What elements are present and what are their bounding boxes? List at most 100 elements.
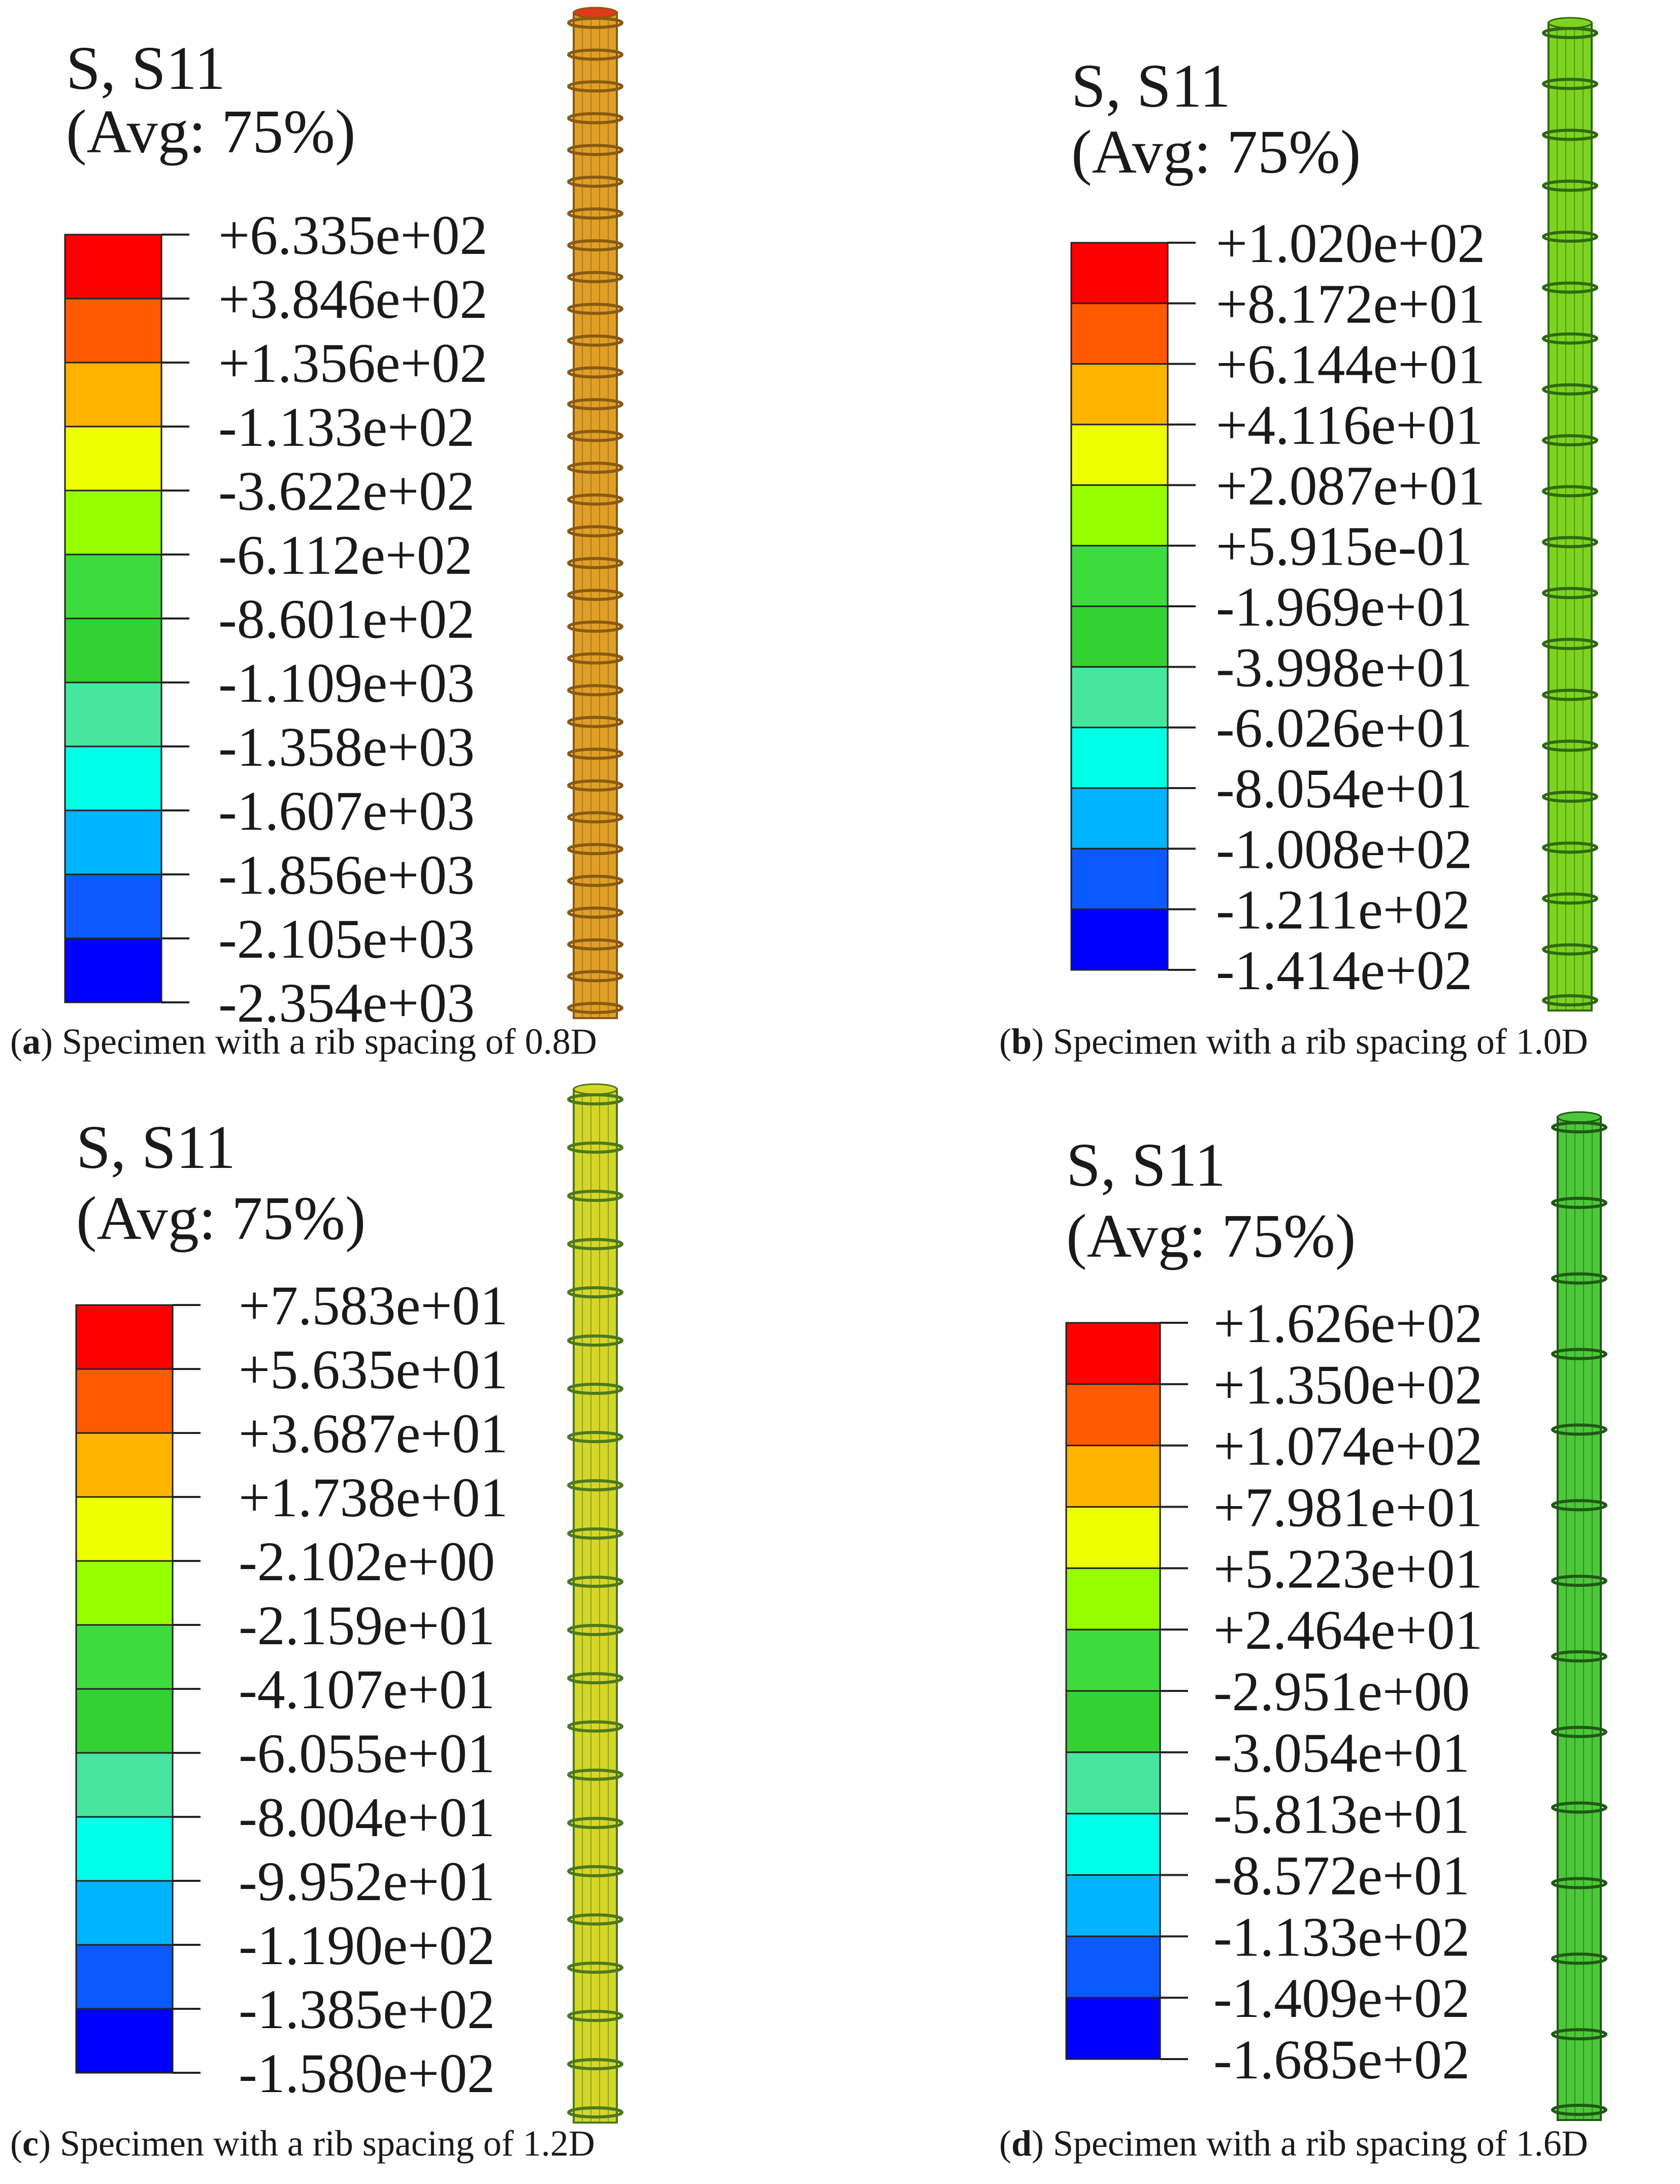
caption-letter: b <box>1011 1021 1032 1062</box>
bar-rib <box>567 1334 623 1347</box>
legend-color-cell <box>64 681 162 747</box>
legend-color-cell <box>1070 847 1169 910</box>
bar-rib <box>567 843 623 856</box>
bar-rib <box>1551 1499 1607 1512</box>
legend-value-label: -1.190e+02 <box>239 1914 495 1976</box>
bar-end-cap <box>1557 1111 1602 1123</box>
bar-rib <box>567 144 623 156</box>
legend-color-cell <box>64 617 162 683</box>
legend-color-cell <box>1070 605 1169 668</box>
bar-rib <box>567 811 623 824</box>
bar-rib <box>1542 179 1598 192</box>
bar-rib <box>1551 1575 1607 1587</box>
legend-value-label: -1.109e+03 <box>218 652 475 714</box>
legend-value-label: -1.414e+02 <box>1216 939 1472 1001</box>
legend-value-label: -8.601e+02 <box>218 588 475 650</box>
legend-value-label: -1.133e+02 <box>218 396 475 458</box>
legend-color-cell <box>64 745 162 811</box>
legend-color-cell <box>64 362 162 428</box>
bar-rib <box>1551 1121 1607 1133</box>
legend-color-cell <box>1070 302 1169 365</box>
bar-rib <box>1542 586 1598 599</box>
bar-rib <box>1542 689 1598 701</box>
bar-rib <box>1551 1801 1607 1814</box>
legend-color-cell <box>75 1496 174 1562</box>
bar-rib <box>567 2106 623 2118</box>
legend-title: S, S11 <box>76 1113 236 1182</box>
bar-rib <box>567 652 623 665</box>
bar-rib <box>1542 892 1598 905</box>
bar-rib <box>567 1142 623 1154</box>
legend-value-label: -1.008e+02 <box>1216 818 1472 880</box>
bar-rib <box>1542 231 1598 243</box>
bar-rib <box>567 271 623 283</box>
legend-color-cell <box>1065 1751 1161 1815</box>
bar-rib <box>1551 1650 1607 1663</box>
bar-rib <box>567 17 623 29</box>
bar-rib <box>567 462 623 474</box>
bar-rib <box>567 621 623 633</box>
bar-body <box>573 12 618 1019</box>
legend-color-cell <box>1070 363 1169 426</box>
legend-color-cell <box>64 298 162 364</box>
legend-color-cell <box>1070 242 1169 304</box>
legend-title: S, S11 <box>66 34 225 103</box>
bar-rib <box>567 1865 623 1877</box>
bar-rib <box>567 906 623 919</box>
legend-color-cell <box>75 1368 174 1434</box>
legend-color-cell <box>1065 1506 1161 1569</box>
legend-value-label: -1.856e+03 <box>218 844 475 906</box>
bar-rib <box>1542 790 1598 803</box>
legend-color-cell <box>75 1560 174 1626</box>
bar-rib <box>1551 1272 1607 1285</box>
panel-d: S, S11(Avg: 75%) +1.626e+02+1.350e+02+1.0… <box>999 1111 1607 2164</box>
bar-rib <box>1542 78 1598 90</box>
bar-rib <box>567 398 623 410</box>
legend-value-label: +7.583e+01 <box>239 1275 508 1337</box>
legend-color-cell <box>1070 666 1169 729</box>
bar-rib <box>567 303 623 315</box>
legend-color-cell <box>1065 1628 1161 1692</box>
bar-rib <box>567 779 623 792</box>
bar-rib <box>567 938 623 951</box>
bar-rib <box>567 1720 623 1733</box>
legend-value-label: +1.350e+02 <box>1213 1354 1483 1416</box>
bar-rib <box>1542 434 1598 447</box>
legend-subtitle: (Avg: 75%) <box>1071 118 1361 186</box>
legend-value-label: -1.211e+02 <box>1216 879 1470 941</box>
caption-letter: c <box>22 2123 39 2164</box>
legend-value-label: +5.915e-01 <box>1216 515 1472 577</box>
legend-value-label: -1.409e+02 <box>1213 1967 1470 2029</box>
legend-value-label: -1.580e+02 <box>239 2042 495 2104</box>
legend-color-cell <box>64 553 162 620</box>
panel-caption: (c) Specimen with a rib spacing of 1.2D <box>10 2123 595 2164</box>
panel-c: S, S11(Avg: 75%) +7.583e+01+5.635e+01+3.6… <box>10 1083 623 2164</box>
legend-value-label: +5.635e+01 <box>239 1339 508 1400</box>
bar-rib <box>1542 994 1598 1006</box>
caption-letter: a <box>22 1021 41 1062</box>
bar-rib <box>567 112 623 124</box>
legend-value-label: -4.107e+01 <box>239 1658 495 1720</box>
legend-value-label: +1.020e+02 <box>1216 212 1485 274</box>
legend-color-cell <box>64 873 162 939</box>
bar-rib <box>567 874 623 887</box>
legend-color-cell <box>1065 1567 1161 1631</box>
caption-text: Specimen with a rib spacing of 0.8D <box>62 1021 597 1062</box>
bar-rib <box>567 1672 623 1684</box>
legend-title: S, S11 <box>1071 52 1231 120</box>
legend-color-cell <box>1065 1445 1161 1508</box>
bar-rib <box>567 1576 623 1588</box>
bar-rib <box>567 430 623 442</box>
legend-color-cell <box>1070 727 1169 789</box>
legend-title: S, S11 <box>1066 1131 1226 1199</box>
panel-a: S, S11(Avg: 75%) +6.335e+02+3.846e+02+1.3… <box>10 7 623 1062</box>
panel-caption: (a) Specimen with a rib spacing of 0.8D <box>10 1021 597 1062</box>
legend-value-label: +4.116e+01 <box>1216 394 1483 456</box>
legend-value-label: -6.055e+01 <box>239 1722 495 1784</box>
bar-body <box>1547 22 1593 1012</box>
bar-rib <box>567 2010 623 2022</box>
legend-value-label: +2.087e+01 <box>1216 454 1485 516</box>
legend-color-cell <box>1070 787 1169 850</box>
bar-rib <box>1551 1196 1607 1209</box>
